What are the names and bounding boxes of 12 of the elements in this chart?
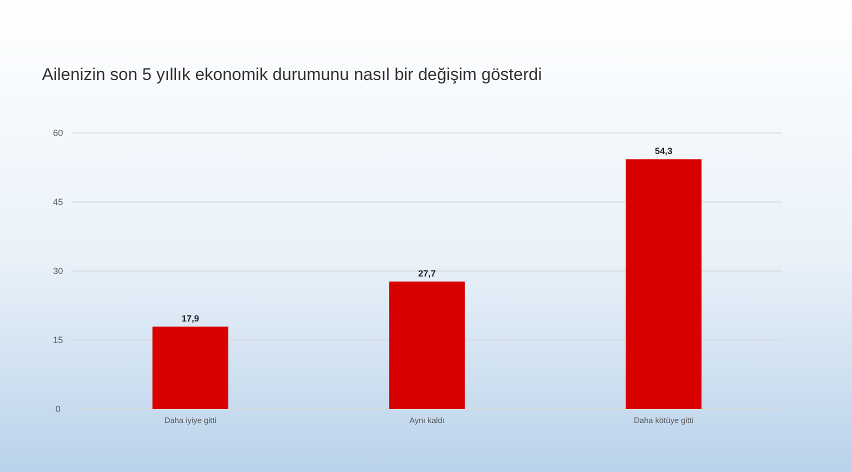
y-tick-label: 0 [55,404,61,414]
y-tick-label: 45 [52,197,64,208]
y-tick-label: 15 [52,335,64,346]
data-label: 17,9 [182,314,200,324]
chart-title: Ailenizin son 5 yıllık ekonomik durumunu nasıl bir değişim gösterdi [42,65,542,84]
y-tick-label: 60 [52,128,64,138]
data-label: 27,7 [418,268,436,279]
x-tick-label: Aynı kaldı [410,416,444,425]
x-tick-label: Daha kötüye gitti [634,416,694,425]
data-label: 54,3 [654,146,672,156]
y-tick-label: 30 [52,266,64,276]
x-tick-label: Daha iyiye gitti [164,416,217,425]
